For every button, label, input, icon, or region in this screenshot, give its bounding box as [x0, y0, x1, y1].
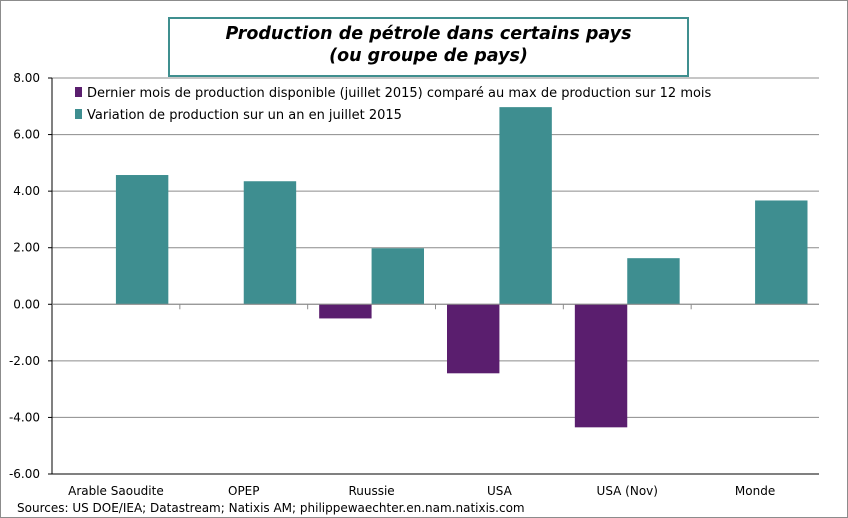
y-tick-label: -6.00: [9, 467, 40, 481]
y-tick-label: 0.00: [13, 297, 40, 311]
bar-purple-2: [319, 304, 372, 319]
chart-title-line1: Production de pétrole dans certains pays: [225, 24, 632, 44]
legend-swatch-teal: [75, 109, 82, 119]
x-tick-label: Ruussie: [348, 484, 394, 498]
bar-teal-4: [627, 258, 680, 305]
bar-purple-4: [574, 304, 628, 428]
x-tick-label: USA: [487, 484, 513, 498]
y-tick-label: 6.00: [13, 128, 40, 142]
chart-title-box: Production de pétrole dans certains pays…: [168, 17, 689, 77]
chart-title-line2: (ou groupe de pays): [329, 46, 528, 66]
x-tick-label: OPEP: [228, 484, 260, 498]
y-tick-label: -2.00: [9, 354, 40, 368]
y-tick-label: 8.00: [13, 71, 40, 85]
legend-label-purple: Dernier mois de production disponible (j…: [87, 86, 712, 101]
bar-teal-5: [755, 200, 808, 305]
legend-label-teal: Variation de production sur un an en jui…: [87, 108, 402, 123]
x-tick-label: Arable Saoudite: [68, 484, 164, 498]
legend-swatch-purple: [75, 87, 82, 97]
y-tick-label: -4.00: [9, 410, 40, 424]
bar-teal-2: [371, 248, 424, 305]
y-tick-label: 4.00: [13, 184, 40, 198]
bar-teal-3: [499, 107, 552, 305]
y-tick-label: 2.00: [13, 241, 40, 255]
bar-teal-1: [243, 181, 297, 305]
x-tick-label: Monde: [735, 484, 775, 498]
source-note: Sources: US DOE/IEA; Datastream; Natixis…: [17, 501, 525, 515]
bar-teal-0: [115, 175, 169, 305]
bar-purple-3: [447, 304, 500, 374]
x-tick-label: USA (Nov): [597, 484, 658, 498]
